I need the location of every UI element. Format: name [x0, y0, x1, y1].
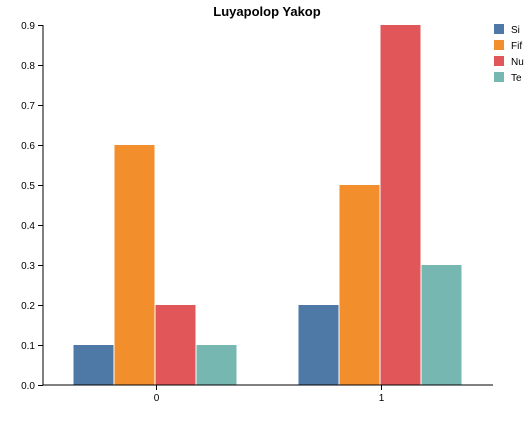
- bar-fif-1: [339, 185, 380, 385]
- chart-title: Luyapolop Yakop: [213, 4, 320, 19]
- y-tick-label: 0.1: [21, 341, 35, 352]
- legend-swatch-si: [494, 24, 504, 34]
- y-tick-label: 0.0: [21, 381, 35, 392]
- bar-te-0: [196, 345, 237, 385]
- y-tick-label: 0.3: [21, 261, 35, 272]
- y-tick-label: 0.4: [21, 221, 35, 232]
- bar-si-0: [73, 345, 114, 385]
- legend-label-fif: Fif: [511, 41, 522, 52]
- legend-swatch-fif: [494, 40, 504, 50]
- y-tick-label: 0.7: [21, 101, 35, 112]
- plot-area: 0.0 0.1 0.2 0.3 0.4 0.5 0.6 0.7 0.8 0.9 0 1: [21, 21, 493, 404]
- bar-te-1: [421, 265, 462, 385]
- legend-label-nu: Nu: [511, 57, 524, 68]
- y-tick-label: 0.5: [21, 181, 35, 192]
- legend-swatch-nu: [494, 56, 504, 66]
- bar-nu-0: [155, 305, 196, 385]
- x-tick-label: 1: [379, 393, 385, 404]
- legend-label-te: Te: [511, 73, 522, 84]
- y-tick-label: 0.9: [21, 21, 35, 32]
- bar-fif-0: [114, 145, 155, 385]
- legend: Si Fif Nu Te: [494, 24, 524, 84]
- y-tick-label: 0.2: [21, 301, 35, 312]
- y-tick-label: 0.6: [21, 141, 35, 152]
- legend-label-si: Si: [511, 25, 520, 36]
- legend-swatch-te: [494, 72, 504, 82]
- x-tick-label: 0: [154, 393, 160, 404]
- bar-nu-1: [380, 25, 421, 385]
- bar-si-1: [298, 305, 339, 385]
- y-tick-label: 0.8: [21, 61, 35, 72]
